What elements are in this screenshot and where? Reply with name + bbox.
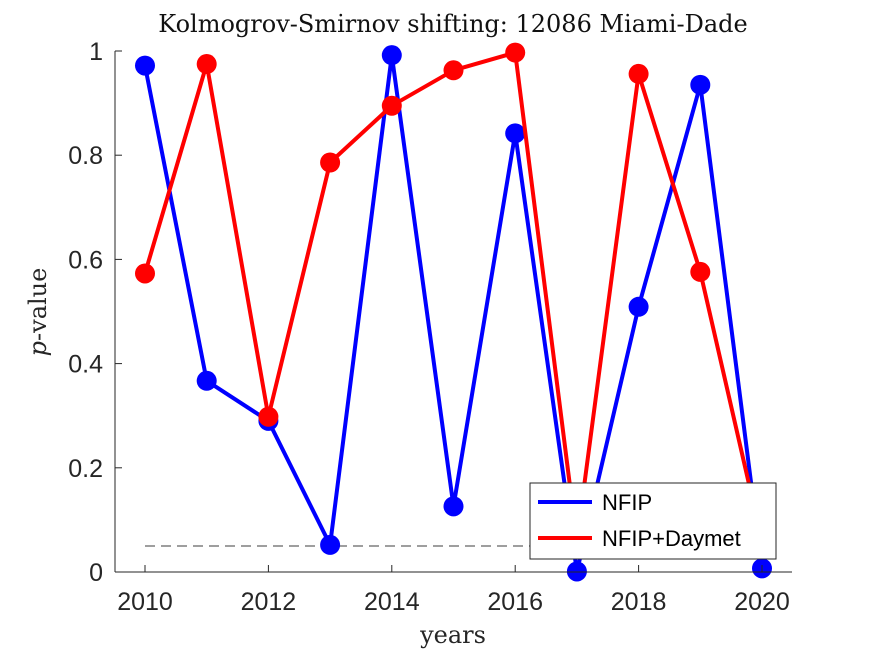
legend-label-nfip: NFIP [602, 490, 652, 515]
x-tick-label: 2014 [364, 588, 420, 616]
y-axis-label-rest: -value [24, 268, 52, 341]
legend-box [529, 482, 777, 560]
x-axis-label: years [419, 621, 486, 649]
x-axis-ticks: 2010 2012 2014 2016 2018 2020 [117, 565, 790, 616]
data-point-nfip [320, 534, 341, 555]
y-tick-label: 1 [89, 38, 103, 66]
data-point-nfip-daymet [381, 95, 402, 116]
x-tick-label: 2010 [117, 588, 173, 616]
data-point-nfip [135, 55, 155, 76]
series-group [135, 42, 772, 582]
data-point-nfip-daymet [135, 263, 155, 284]
y-tick-label: 0.6 [68, 246, 103, 274]
y-axis-label-italic: p [24, 341, 52, 356]
data-point-nfip-daymet [443, 60, 464, 81]
data-point-nfip [628, 296, 649, 317]
x-tick-label: 2020 [734, 588, 790, 616]
data-point-nfip-daymet [320, 152, 341, 173]
data-point-nfip-daymet [196, 54, 217, 75]
legend-label-nfip-daymet: NFIP+Daymet [602, 526, 741, 551]
legend: NFIP NFIP+Daymet [529, 482, 777, 560]
data-point-nfip [690, 74, 711, 95]
y-tick-label: 0.8 [68, 142, 103, 170]
y-tick-label: 0.4 [68, 351, 103, 379]
data-point-nfip-daymet [258, 406, 279, 427]
data-point-nfip [566, 561, 587, 582]
data-point-nfip [196, 370, 217, 391]
data-point-nfip-daymet [690, 261, 711, 282]
data-point-nfip-daymet [505, 42, 526, 63]
data-point-nfip-daymet [628, 63, 649, 84]
data-point-nfip [381, 45, 402, 66]
y-tick-label: 0 [89, 559, 103, 587]
y-axis-ticks: 0 0.2 0.4 0.6 0.8 1 [68, 38, 122, 587]
y-tick-label: 0.2 [68, 455, 103, 483]
data-point-nfip [443, 496, 464, 517]
x-tick-label: 2018 [611, 588, 667, 616]
x-tick-label: 2012 [241, 588, 297, 616]
chart-title: Kolmogrov-Smirnov shifting: 12086 Miami-… [158, 10, 747, 38]
x-tick-label: 2016 [487, 588, 543, 616]
y-axis-label: p-value [24, 268, 52, 357]
data-point-nfip [505, 123, 526, 144]
